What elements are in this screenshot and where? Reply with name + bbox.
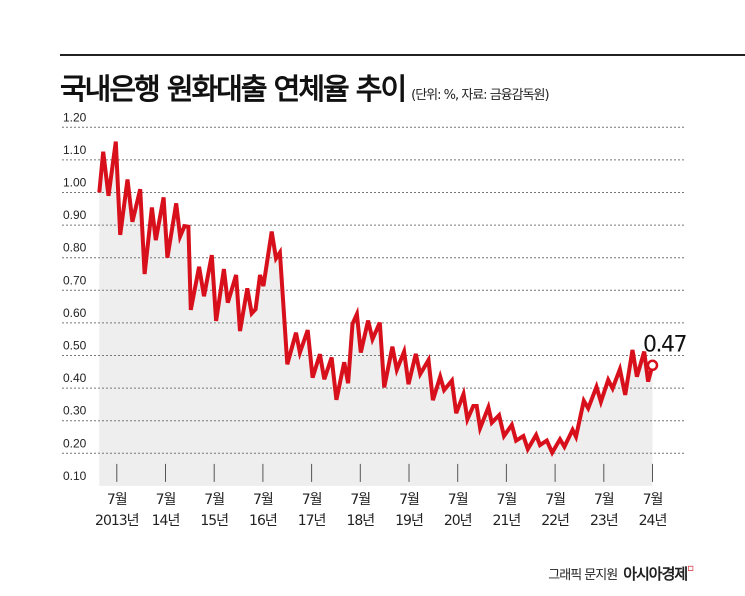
x-tick-year: 17년 <box>298 513 326 529</box>
x-tick-year: 19년 <box>395 513 423 529</box>
x-tick-year: 2013년 <box>95 513 139 529</box>
y-tick-label: 0.40 <box>63 371 87 385</box>
y-tick-label: 0.90 <box>63 208 87 222</box>
title-text: 국내은행 원화대출 연체율 추이 <box>60 72 407 106</box>
x-tick-month: 7월 <box>448 492 468 508</box>
y-tick-label: 0.50 <box>63 339 87 353</box>
y-tick-label: 1.20 <box>63 110 87 124</box>
last-point-marker <box>646 359 659 372</box>
series-line <box>97 141 655 457</box>
x-tick-year: 21년 <box>493 513 521 529</box>
y-tick-label: 1.00 <box>63 176 87 190</box>
annotation-label: 0.47 <box>643 332 686 357</box>
x-tick-year: 22년 <box>541 513 569 529</box>
x-tick-month: 7월 <box>545 492 565 508</box>
x-tick-year: 15년 <box>200 513 228 529</box>
x-tick-month: 7월 <box>156 492 176 508</box>
x-tick-year: 18년 <box>346 513 374 529</box>
logo-mark-icon: ▫ <box>687 563 694 574</box>
chart-title: 국내은행 원화대출 연체율 추이 (단위: %, 자료: 금융감독원) <box>60 66 550 108</box>
y-tick-label: 1.10 <box>63 143 87 157</box>
x-tick-month: 7월 <box>643 492 663 508</box>
x-tick-month: 7월 <box>204 492 224 508</box>
x-tick-year: 23년 <box>590 513 618 529</box>
area-fill <box>99 141 653 486</box>
y-tick-label: 0.60 <box>63 306 87 320</box>
x-tick-month: 7월 <box>302 492 322 508</box>
x-tick-year: 20년 <box>444 513 472 529</box>
x-tick-month: 7월 <box>399 492 419 508</box>
y-tick-label: 0.80 <box>63 241 87 255</box>
credit-author: 그래픽 문지원 <box>548 568 618 583</box>
y-tick-label: 0.20 <box>63 436 87 450</box>
x-tick-month: 7월 <box>350 492 370 508</box>
x-tick-month: 7월 <box>594 492 614 508</box>
x-tick-month: 7월 <box>253 492 273 508</box>
chart-subtitle: (단위: %, 자료: 금융감독원) <box>411 88 549 103</box>
publisher-logo: 아시아경제 <box>623 565 688 583</box>
y-tick-label: 0.10 <box>63 469 87 483</box>
x-tick-month: 7월 <box>497 492 517 508</box>
y-tick-label: 0.30 <box>63 404 87 418</box>
x-tick-month: 7월 <box>107 492 127 508</box>
x-tick-year: 16년 <box>249 513 277 529</box>
x-tick-year: 24년 <box>639 513 667 529</box>
x-tick-year: 14년 <box>152 513 180 529</box>
top-rule <box>60 54 745 56</box>
y-tick-label: 0.70 <box>63 273 87 287</box>
credit: 그래픽 문지원 아시아경제▫ <box>548 563 694 584</box>
